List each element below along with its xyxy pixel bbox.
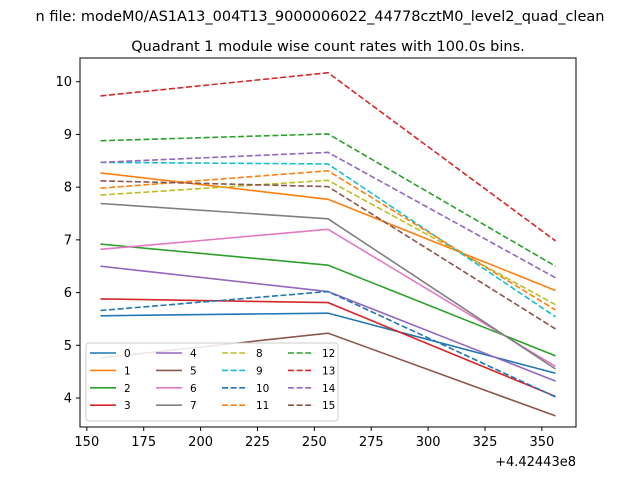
x-tick-label: 250 (302, 435, 327, 450)
series-line-6 (100, 228, 556, 368)
legend-label-10: 10 (256, 383, 269, 395)
figure-suptitle: n file: modeM0/AS1A13_004T13_9000006022_… (36, 9, 605, 25)
series-line-0 (100, 312, 556, 375)
legend-label-13: 13 (322, 365, 335, 377)
x-tick-label: 350 (529, 435, 554, 450)
x-tick-label: 275 (359, 435, 384, 450)
series-line-15 (100, 180, 556, 330)
series-line-13 (100, 71, 556, 242)
legend-label-14: 14 (322, 383, 336, 395)
legend-label-15: 15 (322, 400, 335, 412)
legend-label-7: 7 (190, 400, 197, 412)
series-line-9 (100, 161, 556, 318)
legend-label-3: 3 (124, 400, 131, 412)
y-tick-label: 8 (64, 181, 72, 196)
x-tick-label: 150 (74, 435, 99, 450)
series-line-3 (100, 298, 556, 398)
legend-label-2: 2 (124, 383, 131, 395)
legend-label-5: 5 (190, 365, 197, 377)
x-tick-label: 325 (473, 435, 498, 450)
legend-label-6: 6 (190, 383, 197, 395)
legend-label-9: 9 (256, 365, 263, 377)
legend-label-1: 1 (124, 365, 131, 377)
x-tick-label: 225 (245, 435, 270, 450)
x-tick-label: 175 (131, 435, 156, 450)
plot-frame (79, 57, 577, 428)
y-tick-label: 7 (64, 233, 72, 248)
legend-box (85, 342, 339, 422)
legend-label-12: 12 (322, 348, 335, 360)
legend-label-11: 11 (256, 400, 269, 412)
y-axis: 4 5 6 7 8 9 10 (55, 75, 80, 407)
x-axis-offset-label: +4.42443e8 (495, 455, 576, 470)
series-line-7 (100, 202, 556, 370)
y-tick-label: 6 (64, 286, 72, 301)
series-line-14 (100, 151, 556, 279)
x-tick-label: 300 (416, 435, 441, 450)
y-tick-label: 9 (64, 128, 72, 143)
legend-label-4: 4 (190, 348, 197, 360)
series-line-12 (100, 133, 556, 267)
y-tick-label: 5 (64, 339, 72, 354)
y-tick-label: 10 (55, 75, 72, 90)
x-axis: 150 175 200 225 250 275 300 325 350 (74, 427, 554, 450)
series-line-1 (100, 172, 556, 292)
series-line-10 (100, 290, 556, 398)
legend-label-0: 0 (124, 348, 131, 360)
y-tick-label: 4 (64, 392, 72, 407)
x-tick-label: 200 (188, 435, 213, 450)
chart-title: Quadrant 1 module wise count rates with … (131, 39, 525, 55)
series-line-11 (100, 169, 556, 311)
series-line-2 (100, 243, 556, 357)
legend-label-8: 8 (256, 348, 263, 360)
